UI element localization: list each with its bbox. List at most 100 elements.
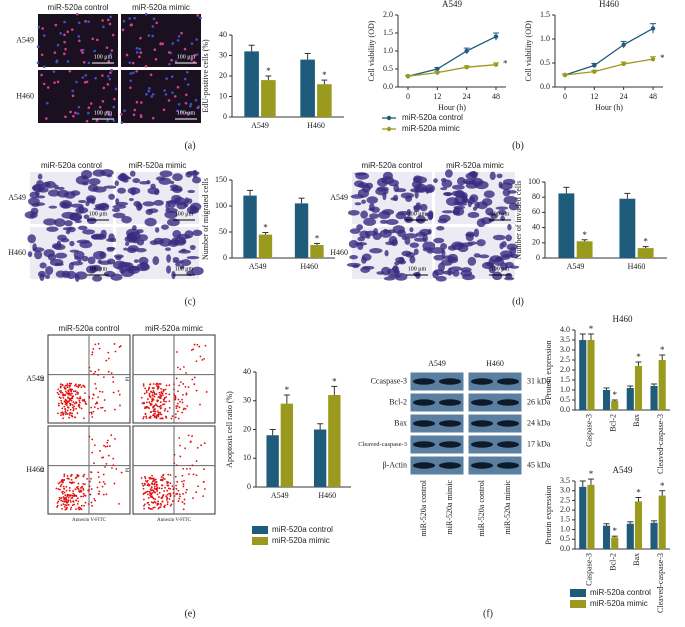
y-tick-label: 0 [223,253,227,262]
event [154,501,157,504]
cell [414,190,419,199]
event [74,384,76,387]
event [82,488,85,491]
cell [63,40,66,44]
event [78,491,81,493]
cell [112,208,121,213]
cell [465,172,478,180]
x-tick-label: 48 [649,92,657,101]
cell [45,266,54,275]
event [149,476,152,479]
cell [449,266,463,272]
x-tick-label: 48 [492,92,500,101]
cell [413,272,420,277]
event [157,413,160,416]
blot-panel [409,413,465,434]
cell [68,262,74,271]
event [158,496,160,498]
cell [105,46,109,49]
cell [445,169,453,178]
event [78,401,81,404]
event [202,495,205,498]
event [57,404,60,407]
bar [294,203,309,258]
cell [31,203,40,207]
cell [83,80,87,84]
event [176,402,179,405]
event [84,402,87,405]
event [57,412,59,415]
event [79,489,82,492]
cell [188,111,192,115]
event [184,407,187,410]
band [471,441,493,448]
cell [467,200,472,208]
event [195,389,198,392]
cell [473,228,480,238]
event [79,396,81,398]
event [77,392,80,394]
cell [118,172,128,182]
cell [67,226,76,233]
bar [558,193,575,258]
event [159,394,162,396]
cell [103,185,118,189]
cell [37,25,41,29]
event [76,497,79,500]
cell [167,199,176,209]
event [148,416,151,419]
event [93,406,96,409]
flow-axis-label: PI [126,467,131,472]
event [161,484,164,487]
event [173,495,176,497]
event [196,446,199,449]
event [76,486,78,489]
event [72,490,75,492]
cell [70,261,84,266]
event [158,487,161,490]
cell [152,256,160,266]
event [153,415,156,418]
event [143,507,146,510]
event [156,400,159,403]
cell [101,19,104,22]
cell [442,255,454,260]
event [106,441,108,444]
event [181,480,183,483]
cell [467,256,477,266]
event [171,485,174,488]
band [497,420,519,427]
cell [183,47,187,51]
blot-panel [409,434,465,455]
cell [433,254,445,261]
event [67,500,70,503]
event [152,397,154,400]
cell [385,219,399,226]
event [60,480,63,483]
cell [441,210,454,214]
event [145,406,148,409]
cell [138,55,141,59]
cell [151,34,155,38]
line [407,64,497,77]
event [156,493,159,496]
cell [87,256,96,265]
event [71,415,74,418]
event [80,495,82,498]
event [64,508,67,511]
y-tick-label: 0 [247,482,251,491]
row-label: A549 [8,193,26,202]
event [115,468,118,470]
cell [106,83,110,86]
legend-label: miR-520a control [272,525,333,534]
cell [193,53,197,57]
cell [75,80,78,84]
event [67,503,70,506]
cell [382,191,387,201]
y-tick-label: 1.5 [383,28,393,37]
event [60,497,62,500]
point [592,63,597,68]
event [157,502,159,505]
event [56,391,59,394]
event [90,406,93,409]
